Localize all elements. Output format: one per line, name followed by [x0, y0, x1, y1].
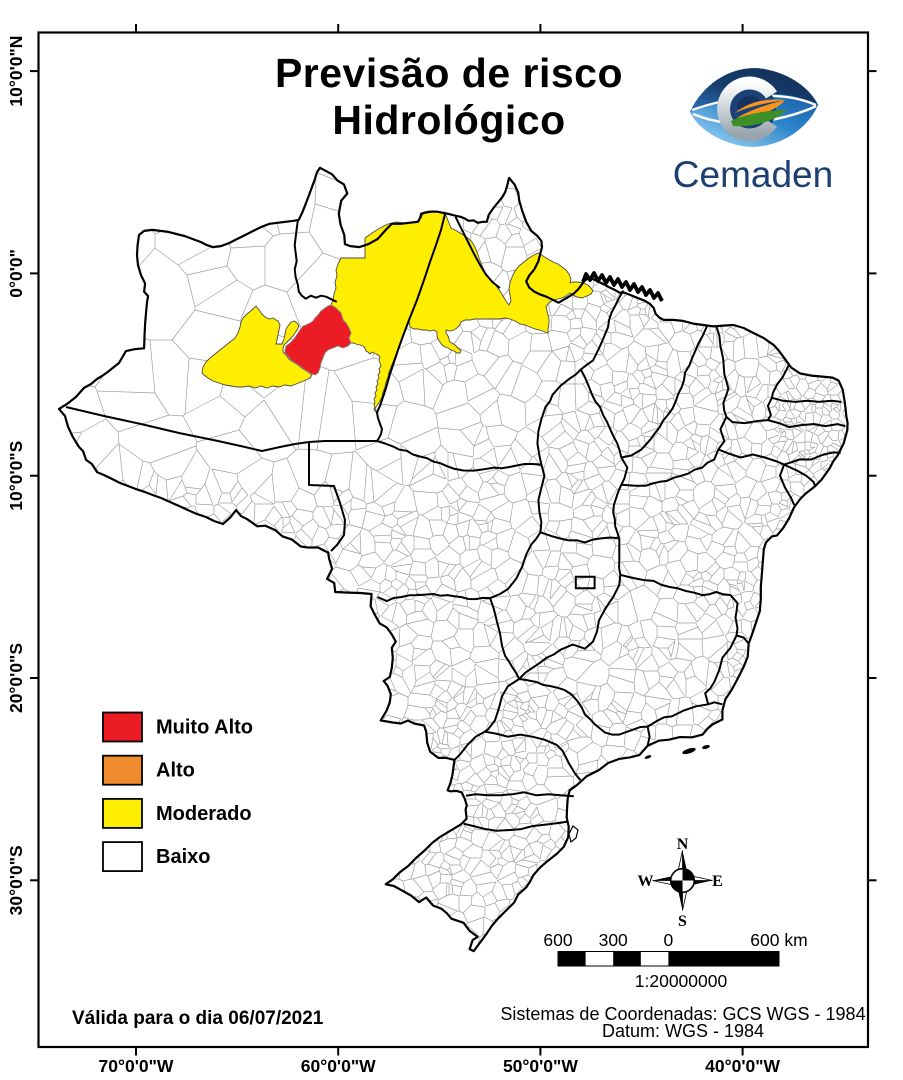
- svg-text:600 km: 600 km: [750, 930, 807, 950]
- svg-text:Sistemas de Coordenadas: GCS W: Sistemas de Coordenadas: GCS WGS - 1984: [500, 1004, 865, 1024]
- svg-text:0°0'0": 0°0'0": [6, 249, 26, 298]
- svg-text:Moderado: Moderado: [156, 803, 252, 825]
- svg-text:Previsão de risco: Previsão de risco: [275, 50, 623, 96]
- svg-text:W: W: [638, 873, 654, 890]
- svg-text:Baixo: Baixo: [156, 846, 210, 868]
- svg-text:Datum: WGS - 1984: Datum: WGS - 1984: [602, 1021, 764, 1041]
- svg-text:1:20000000: 1:20000000: [635, 971, 728, 991]
- svg-text:Alto: Alto: [156, 760, 195, 782]
- svg-text:20°0'0"S: 20°0'0"S: [6, 643, 26, 713]
- svg-text:Válida para o dia 06/07/2021: Válida para o dia 06/07/2021: [72, 1008, 324, 1029]
- svg-text:300: 300: [599, 930, 628, 950]
- svg-text:70°0'0"W: 70°0'0"W: [99, 1056, 174, 1076]
- svg-text:50°0'0"W: 50°0'0"W: [503, 1056, 578, 1076]
- svg-text:Cemaden: Cemaden: [673, 154, 833, 195]
- svg-text:10°0'0"N: 10°0'0"N: [6, 36, 26, 107]
- svg-text:30°0'0"S: 30°0'0"S: [6, 845, 26, 915]
- svg-text:E: E: [712, 873, 723, 890]
- svg-text:S: S: [678, 913, 687, 930]
- svg-text:40°0'0"W: 40°0'0"W: [705, 1056, 780, 1076]
- svg-text:600: 600: [543, 930, 572, 950]
- svg-text:10°0'0"S: 10°0'0"S: [6, 441, 26, 511]
- svg-text:60°0'0"W: 60°0'0"W: [301, 1056, 376, 1076]
- svg-text:0: 0: [664, 930, 674, 950]
- svg-text:N: N: [677, 836, 689, 853]
- svg-text:Muito Alto: Muito Alto: [156, 717, 253, 739]
- svg-text:Hidrológico: Hidrológico: [332, 97, 565, 143]
